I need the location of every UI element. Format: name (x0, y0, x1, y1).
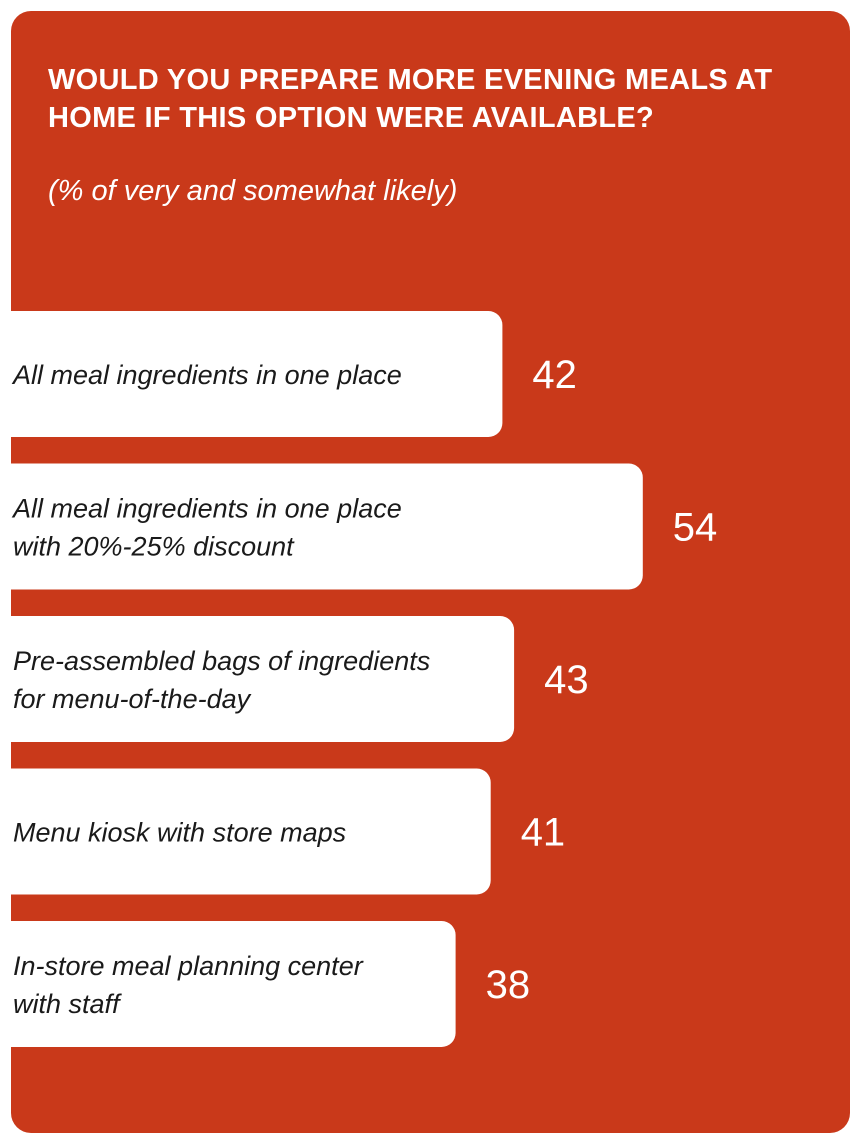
bar-2 (11, 463, 643, 590)
value-label-4: 41 (521, 811, 566, 855)
chart-subtitle: (% of very and somewhat likely) (48, 175, 458, 207)
chart-title: WOULD YOU PREPARE MORE EVENING MEALS AT … (48, 64, 773, 134)
category-label-1: All meal ingredients in one place (11, 360, 402, 390)
value-label-1: 42 (532, 353, 577, 397)
bar-3 (11, 616, 515, 742)
bar-5 (11, 921, 456, 1047)
value-label-2: 54 (673, 506, 718, 550)
bar-4 (11, 768, 491, 895)
value-label-5: 38 (486, 963, 530, 1007)
category-label-3: Pre-assembled bags of ingredients for men… (13, 646, 430, 714)
bar-chart: All meal ingredients in one place 42 All m… (11, 311, 718, 1047)
category-label-5: In-store meal planning center with staff (13, 951, 364, 1019)
chart-card: WOULD YOU PREPARE MORE EVENING MEALS AT … (11, 11, 850, 1133)
value-label-3: 43 (544, 658, 589, 702)
category-label-2: All meal ingredients in one place with 20… (11, 494, 402, 562)
bar-1 (11, 311, 503, 437)
category-label-4: Menu kiosk with store maps (13, 818, 346, 848)
